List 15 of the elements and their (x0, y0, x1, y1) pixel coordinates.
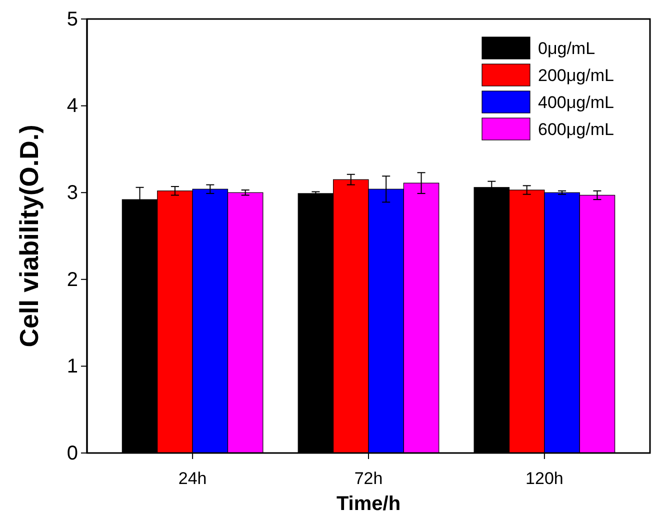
y-tick-label: 4 (66, 95, 78, 118)
x-tick-label: 24h (178, 469, 207, 488)
y-tick-label: 0 (66, 442, 78, 464)
legend-label: 200μg/mL (538, 66, 614, 85)
y-tick-label: 1 (66, 356, 78, 378)
legend-label: 400μg/mL (538, 93, 614, 112)
y-tick-label: 5 (66, 8, 78, 30)
x-tick-label: 120h (526, 469, 564, 488)
x-tick-label: 72h (354, 469, 383, 488)
y-axis-title: Cell viability(O.D.) (14, 124, 44, 348)
y-tick-label: 3 (66, 182, 78, 204)
x-axis-title: Time/h (336, 493, 401, 515)
legend-label: 600μg/mL (538, 120, 614, 139)
legend-label: 0μg/mL (538, 39, 596, 58)
y-tick-label: 2 (66, 268, 78, 291)
